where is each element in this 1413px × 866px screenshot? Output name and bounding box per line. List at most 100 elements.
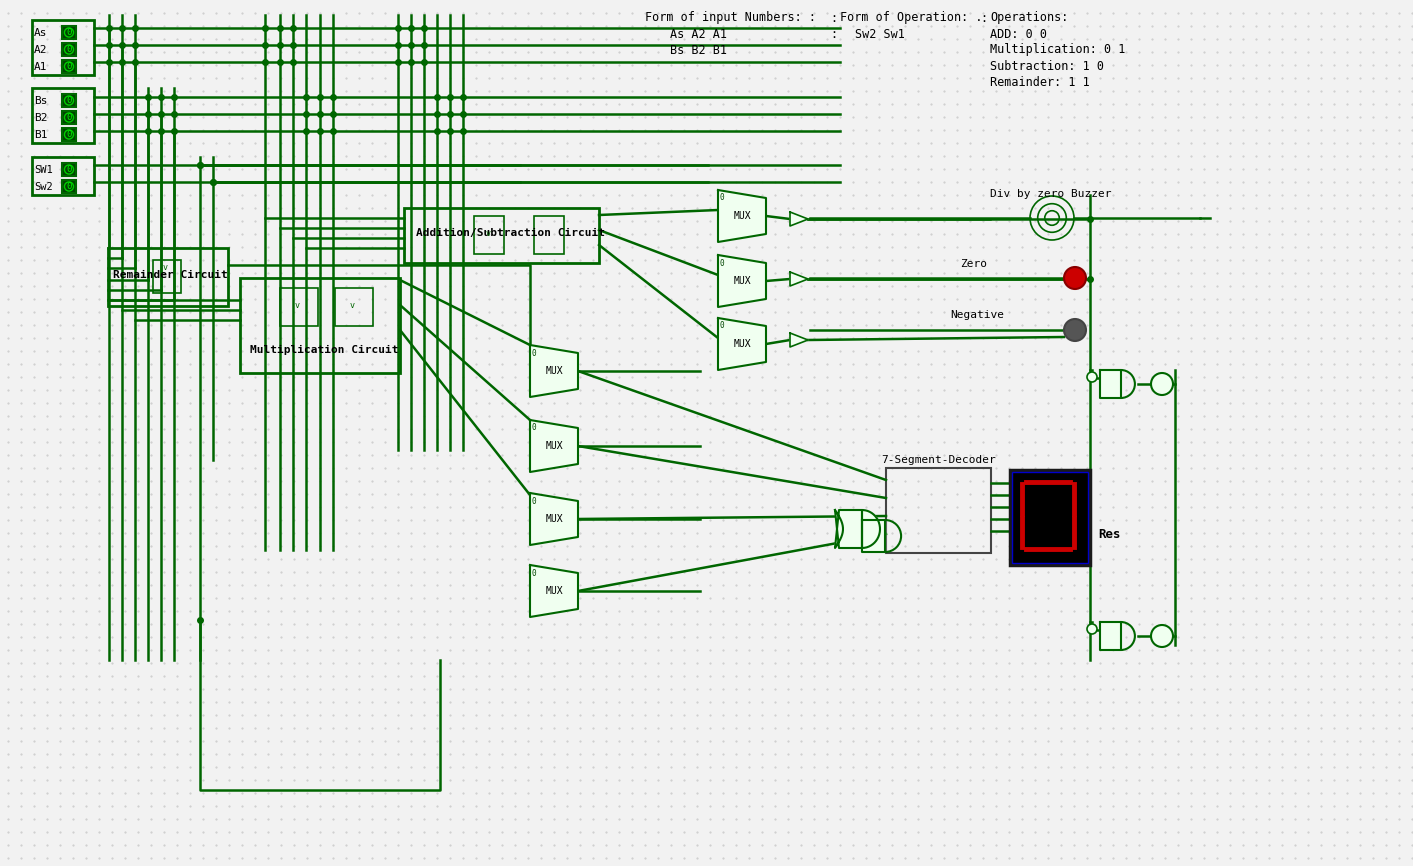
Circle shape <box>1152 625 1173 647</box>
Bar <box>534 216 564 254</box>
Polygon shape <box>790 333 808 347</box>
Polygon shape <box>530 493 578 545</box>
Text: Subtraction: 1 0: Subtraction: 1 0 <box>991 60 1104 73</box>
Text: 0: 0 <box>533 568 537 578</box>
Bar <box>62 26 76 39</box>
Text: Remainder Circuit: Remainder Circuit <box>113 270 227 280</box>
Text: As A2 A1: As A2 A1 <box>670 28 728 41</box>
Bar <box>473 216 504 254</box>
Bar <box>62 180 76 193</box>
Text: MUX: MUX <box>545 441 562 451</box>
Text: Zero: Zero <box>959 259 988 269</box>
Polygon shape <box>530 345 578 397</box>
Text: Negative: Negative <box>950 310 1005 320</box>
Bar <box>32 157 95 195</box>
Text: MUX: MUX <box>733 211 750 221</box>
Text: 0: 0 <box>66 113 72 122</box>
Bar <box>62 60 76 73</box>
Text: 0: 0 <box>66 165 72 174</box>
Text: 0: 0 <box>533 496 537 506</box>
Polygon shape <box>718 318 766 370</box>
Text: v: v <box>295 301 300 309</box>
Polygon shape <box>1099 370 1121 398</box>
Polygon shape <box>1099 622 1121 650</box>
Polygon shape <box>790 212 808 226</box>
Bar <box>886 468 991 553</box>
Text: v: v <box>350 301 355 309</box>
Text: :: : <box>981 11 988 24</box>
Text: Multiplication: 0 1: Multiplication: 0 1 <box>991 43 1125 56</box>
Bar <box>62 94 76 107</box>
Text: Multiplication Circuit: Multiplication Circuit <box>250 345 398 355</box>
Bar <box>1012 472 1088 563</box>
Polygon shape <box>835 510 880 548</box>
Bar <box>404 208 599 263</box>
Text: Sw2: Sw2 <box>34 182 52 192</box>
Bar <box>107 248 227 306</box>
Bar <box>1010 470 1089 565</box>
Text: :: : <box>829 11 836 24</box>
Circle shape <box>1087 624 1096 634</box>
Bar <box>280 288 318 326</box>
Text: 0: 0 <box>533 423 537 432</box>
Bar <box>335 288 373 326</box>
Text: MUX: MUX <box>545 514 562 524</box>
Text: Operations:: Operations: <box>991 11 1068 24</box>
Circle shape <box>65 130 73 139</box>
Text: Form of input Numbers: :: Form of input Numbers: : <box>644 11 815 24</box>
Circle shape <box>1064 319 1087 341</box>
Text: 0: 0 <box>66 96 72 105</box>
Text: 0: 0 <box>721 193 725 203</box>
Text: Res: Res <box>1098 528 1121 541</box>
Polygon shape <box>862 520 885 552</box>
Text: MUX: MUX <box>545 366 562 376</box>
Text: ADD: 0 0: ADD: 0 0 <box>991 28 1047 41</box>
Text: Remainder: 1 1: Remainder: 1 1 <box>991 75 1089 88</box>
Bar <box>62 111 76 124</box>
Circle shape <box>65 28 73 37</box>
Polygon shape <box>718 190 766 242</box>
Bar <box>32 88 95 143</box>
Text: Sw2 Sw1: Sw2 Sw1 <box>855 28 904 41</box>
Circle shape <box>65 96 73 105</box>
Circle shape <box>65 62 73 71</box>
Text: SW1: SW1 <box>34 165 52 175</box>
Text: 0: 0 <box>66 28 72 37</box>
Circle shape <box>65 113 73 122</box>
Polygon shape <box>718 255 766 307</box>
Text: Bs B2 B1: Bs B2 B1 <box>670 43 728 56</box>
Text: MUX: MUX <box>733 276 750 286</box>
Polygon shape <box>790 272 808 286</box>
Text: B2: B2 <box>34 113 48 123</box>
Bar <box>240 278 400 373</box>
Circle shape <box>65 182 73 191</box>
Text: 0: 0 <box>66 130 72 139</box>
Text: :: : <box>829 28 836 41</box>
Polygon shape <box>530 565 578 617</box>
Bar <box>153 260 181 293</box>
Text: As: As <box>34 28 48 38</box>
Circle shape <box>1087 372 1096 382</box>
Text: Form of Operation: .: Form of Operation: . <box>839 11 982 24</box>
Text: 0: 0 <box>66 182 72 191</box>
Text: MUX: MUX <box>733 339 750 349</box>
Text: Addition/Subtraction Circuit: Addition/Subtraction Circuit <box>415 228 605 238</box>
Bar <box>62 163 76 176</box>
Text: Div by zero Buzzer: Div by zero Buzzer <box>991 189 1112 199</box>
Circle shape <box>1152 373 1173 395</box>
Circle shape <box>65 165 73 174</box>
Polygon shape <box>530 420 578 472</box>
Text: 7-Segment-Decoder: 7-Segment-Decoder <box>880 455 996 465</box>
Text: 0: 0 <box>721 321 725 331</box>
Text: 0: 0 <box>533 348 537 358</box>
Text: v: v <box>162 263 168 273</box>
Circle shape <box>65 45 73 54</box>
Bar <box>62 43 76 56</box>
Text: A1: A1 <box>34 62 48 72</box>
Text: Bs: Bs <box>34 96 48 106</box>
Bar <box>62 128 76 141</box>
Text: 0: 0 <box>66 45 72 54</box>
Text: B1: B1 <box>34 130 48 140</box>
Circle shape <box>1064 267 1087 289</box>
Text: MUX: MUX <box>545 586 562 596</box>
